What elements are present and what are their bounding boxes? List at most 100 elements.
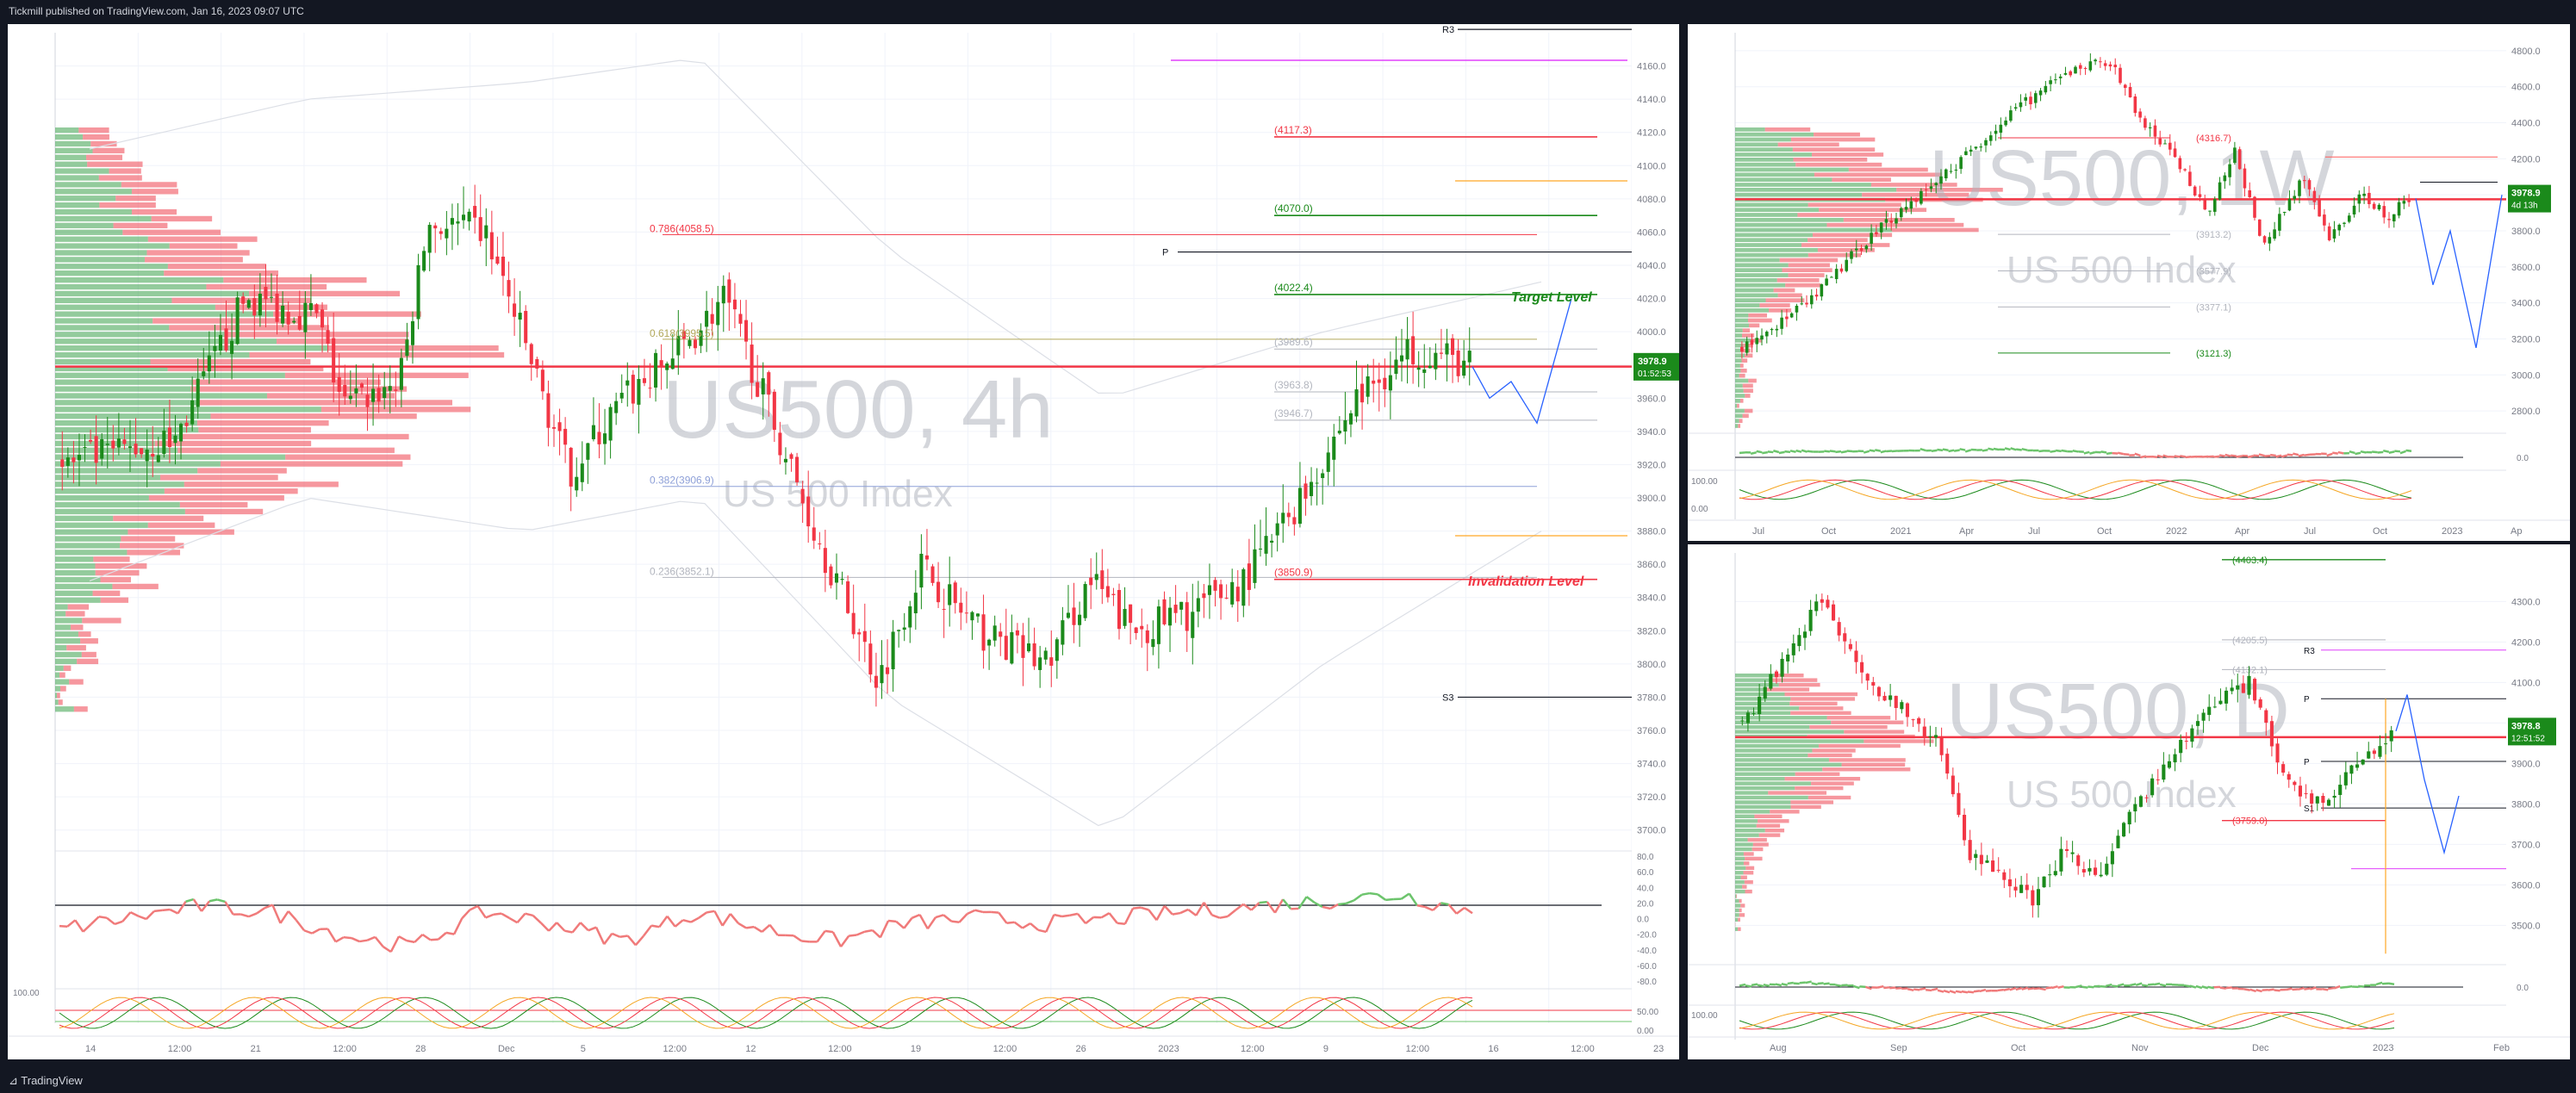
osc-segment	[2135, 982, 2143, 986]
candle-4h	[145, 450, 149, 462]
time-axis-label: 19	[911, 1044, 921, 1054]
candle-1w	[2063, 72, 2068, 75]
rsi-segment	[887, 919, 897, 923]
candle-1w	[1785, 316, 1789, 320]
candle-4h	[196, 378, 200, 407]
volume-profile-bar-buy	[55, 276, 224, 283]
volume-profile-bar-buy	[1735, 308, 1770, 313]
chart-1w[interactable]: US500, 1W US 500 Index (4316.7) (3913.2) (…	[1688, 24, 2570, 541]
candle-1w	[1800, 303, 1804, 305]
volume-profile-bar-sell	[1808, 252, 1862, 258]
candle-4h	[213, 345, 217, 351]
level-label: (4132.1)	[2232, 665, 2268, 675]
candle-4h	[823, 548, 827, 574]
volume-profile-bar-buy	[55, 576, 101, 583]
candle-1w	[1859, 248, 1864, 252]
candle-4h	[252, 298, 257, 316]
volume-profile-bar-sell	[99, 202, 156, 208]
chart-1w-panel[interactable]: US500, 1W US 500 Index (4316.7) (3913.2) (…	[1688, 24, 2570, 541]
rsi-segment	[1203, 902, 1213, 916]
candle-4h	[376, 388, 381, 402]
volume-profile-bar-buy	[1735, 248, 1818, 252]
volume-profile-bar-sell	[249, 290, 401, 297]
volume-profile-bar-buy	[55, 426, 199, 433]
volume-profile-bar-sell	[1792, 147, 1876, 152]
osc-segment	[2298, 453, 2305, 457]
tradingview-logo[interactable]: ⊿ TradingView	[9, 1074, 83, 1088]
candle-4h	[1416, 367, 1421, 370]
osc-segment	[1801, 449, 1808, 453]
volume-profile-bar-buy	[1735, 889, 1745, 894]
candle-1d	[1786, 654, 1790, 661]
candles-1w	[1740, 53, 2411, 359]
candle-4h	[789, 454, 793, 459]
candle-1w	[1924, 189, 1928, 190]
osc-segment	[1805, 980, 1812, 984]
volume-profile-bar-buy	[1735, 137, 1791, 142]
candle-4h	[1235, 587, 1240, 602]
candle-4h	[1439, 352, 1443, 354]
level-label: (3759.0)	[2232, 817, 2268, 827]
volume-profile-bar-buy	[1735, 383, 1743, 388]
candle-1w	[2223, 175, 2227, 182]
candle-1d	[2190, 728, 2194, 742]
osc-segment	[1751, 983, 1758, 987]
volume-profile-bar-buy	[55, 208, 133, 215]
rsi-segment	[366, 935, 376, 941]
volume-profile-bar-buy	[1735, 358, 1742, 363]
volume-profile-bar-buy	[1735, 894, 1737, 898]
level-label: (4070.0)	[1274, 202, 1313, 214]
osc-segment	[2394, 450, 2401, 453]
candle-4h	[829, 566, 833, 586]
candle-4h	[603, 433, 607, 444]
volume-profile-bar-buy	[55, 161, 88, 167]
volume-profile-bar-sell	[1770, 810, 1800, 814]
volume-profile-bar-sell	[86, 154, 123, 160]
candle-4h	[1038, 657, 1042, 670]
osc-segment	[2236, 455, 2243, 458]
level-label: (3946.7)	[1274, 407, 1313, 419]
volume-profile-bar-sell	[1778, 682, 1820, 687]
chart-4h-panel[interactable]: US500, 4h US 500 Index 0.786(4058.5) 0.61…	[8, 24, 1679, 1059]
candle-4h	[151, 453, 155, 457]
volume-profile-bar-buy	[1735, 318, 1748, 323]
volume-profile-bar-buy	[1735, 697, 1791, 701]
chart-1d[interactable]: US500, D US 500 Index (4403.4) (4205.5) (4…	[1688, 544, 2570, 1059]
time-axis-label: 2022	[2166, 526, 2187, 537]
pivot-label: R3	[2304, 647, 2315, 656]
osc-segment	[1775, 983, 1783, 987]
volume-profile-bar-sell	[1892, 227, 1979, 233]
chart-1d-panel[interactable]: US500, D US 500 Index (4403.4) (4205.5) (4…	[1688, 544, 2570, 1059]
osc-segment	[1955, 990, 1963, 994]
candle-1w	[2069, 71, 2073, 76]
osc-segment	[2129, 983, 2137, 987]
rsi-axis-tick: 60.0	[1637, 868, 1654, 878]
volume-profile-bar-buy	[55, 127, 79, 134]
osc-segment	[2269, 453, 2276, 457]
candle-1d	[1780, 658, 1784, 677]
candle-4h	[1366, 376, 1370, 397]
candle-4h	[1411, 336, 1416, 364]
candle-1d	[1802, 631, 1808, 638]
volume-profile-bar-buy	[55, 420, 197, 426]
level-label: (4117.3)	[1274, 124, 1312, 136]
rsi-segment	[768, 924, 779, 936]
rsi-segment	[1440, 902, 1449, 906]
candle-4h	[1428, 365, 1432, 369]
osc-axis-tick: 100.00	[1691, 1011, 1718, 1021]
rsi-segment	[145, 910, 155, 920]
candle-4h	[281, 305, 285, 324]
chart-4h[interactable]: US500, 4h US 500 Index 0.786(4058.5) 0.61…	[8, 24, 1679, 1059]
volume-profile-bar-buy	[55, 658, 78, 665]
candle-1w	[1864, 245, 1869, 250]
candle-1d	[2367, 751, 2371, 759]
volume-profile-bar-buy	[1735, 419, 1739, 423]
candle-1w	[1920, 190, 1923, 204]
volume-profile-bar-buy	[1735, 908, 1739, 913]
watermark-description-1w: US 500 Index	[2007, 249, 2237, 291]
osc-segment	[2340, 985, 2347, 990]
volume-profile-bar-buy	[1735, 682, 1779, 687]
volume-profile-bar-buy	[1735, 147, 1793, 152]
volume-profile-bar-sell	[220, 461, 403, 467]
osc-segment	[2081, 985, 2088, 989]
